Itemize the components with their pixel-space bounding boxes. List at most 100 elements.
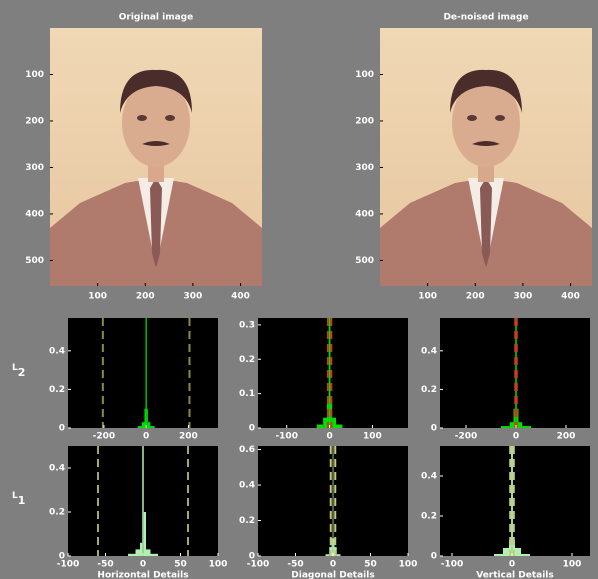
x-tick-label: 100 [209,560,228,570]
image-denoised [380,28,592,286]
y-tick-label: 0.2 [421,385,437,395]
y-tick-label: 0 [431,424,437,434]
histogram-bar [336,425,342,428]
histogram-bar [146,318,147,428]
y-tick-label: 0.2 [49,385,65,395]
y-tick-label: 500 [355,256,374,266]
histogram-bar [515,548,521,556]
histogram-bar [142,446,144,556]
y-tick-label: 300 [355,163,374,173]
level-label: L2 [12,363,25,380]
x-tick-label: 0 [513,432,519,442]
x-tick-label: 200 [557,432,576,442]
level-index: 1 [18,494,26,507]
histogram-bar [138,426,142,428]
histogram-bar [128,554,136,556]
y-tick-label: 0.6 [239,445,255,455]
histogram-bar [148,422,151,428]
x-tick-label: 100 [563,560,582,570]
histogram-bar [519,422,523,428]
y-tick-label: 100 [355,70,374,80]
x-tick-label: -50 [97,560,113,570]
histogram-bar [522,426,531,428]
y-tick-label: 0.4 [421,472,437,482]
image-original [50,28,262,286]
y-tick-label: 400 [355,209,374,219]
direction-label: Diagonal Details [291,571,374,579]
x-tick-label: 0 [330,560,336,570]
x-tick-label: 0 [143,432,149,442]
x-tick-label: 0 [140,560,146,570]
histogram-bar [146,549,151,556]
histogram-axes [440,446,590,556]
figure-window: Original image10020030040010020030040050… [0,0,598,579]
x-tick-label: -100 [275,432,298,442]
y-tick-label: 0 [249,424,255,434]
x-tick-label: 400 [231,292,250,302]
histogram-bar [494,554,503,556]
x-tick-label: 400 [561,292,580,302]
x-tick-label: 300 [184,292,203,302]
y-tick-label: 0.3 [239,320,255,330]
histogram-axes [258,318,408,428]
histogram-bar [144,512,146,556]
image-title: Original image [119,13,193,23]
y-tick-label: 500 [25,256,44,266]
histogram-bar [326,554,330,556]
histogram-bar [140,543,142,556]
histogram-bar [333,446,334,556]
histogram-bar [150,426,154,428]
histogram-bar [317,425,323,428]
x-tick-label: 50 [364,560,377,570]
histogram-bar [151,554,159,556]
x-tick-label: 300 [514,292,533,302]
y-tick-label: 100 [25,70,44,80]
histogram-bar [332,418,336,428]
level-label: L1 [12,491,25,508]
x-tick-label: 0 [326,432,332,442]
x-tick-label: 100 [418,292,437,302]
x-tick-label: 100 [399,560,418,570]
y-tick-label: 0.2 [421,512,437,522]
y-tick-label: 0.4 [421,346,437,356]
y-tick-label: 0 [249,552,255,562]
x-tick-label: -50 [287,560,303,570]
x-tick-label: 200 [179,432,198,442]
x-tick-label: -200 [93,432,116,442]
histogram-bar [510,422,514,428]
y-tick-label: 0.1 [239,389,255,399]
y-tick-label: 200 [355,116,374,126]
x-tick-label: -200 [455,432,478,442]
histogram-bar [136,549,141,556]
x-tick-label: 200 [466,292,485,302]
y-tick-label: 0 [59,424,65,434]
y-tick-label: 0.2 [49,508,65,518]
y-tick-label: 0.2 [239,355,255,365]
y-tick-label: 300 [25,163,44,173]
y-tick-label: 0.4 [239,481,255,491]
histogram-bar [142,422,145,428]
y-tick-label: 0 [431,552,437,562]
x-tick-label: -100 [441,560,464,570]
histogram-axes [68,318,218,428]
y-tick-label: 400 [25,209,44,219]
level-index: 2 [18,366,26,379]
y-tick-label: 0.4 [49,464,65,474]
histogram-bar [511,446,513,556]
y-tick-label: 0 [59,552,65,562]
histogram-bar [323,418,327,428]
x-tick-label: 0 [509,560,515,570]
image-title: De-noised image [443,13,528,23]
y-tick-label: 200 [25,116,44,126]
histogram-bar [337,554,341,556]
x-tick-label: 100 [363,432,382,442]
histogram-bar [329,318,331,428]
x-tick-label: 200 [136,292,155,302]
direction-label: Vertical Details [476,571,554,579]
x-tick-label: 100 [88,292,107,302]
y-tick-label: 0.4 [49,346,65,356]
histogram-bar [503,548,509,556]
histogram-bar [521,554,530,556]
y-tick-label: 0.2 [239,516,255,526]
direction-label: Horizontal Details [97,571,188,579]
